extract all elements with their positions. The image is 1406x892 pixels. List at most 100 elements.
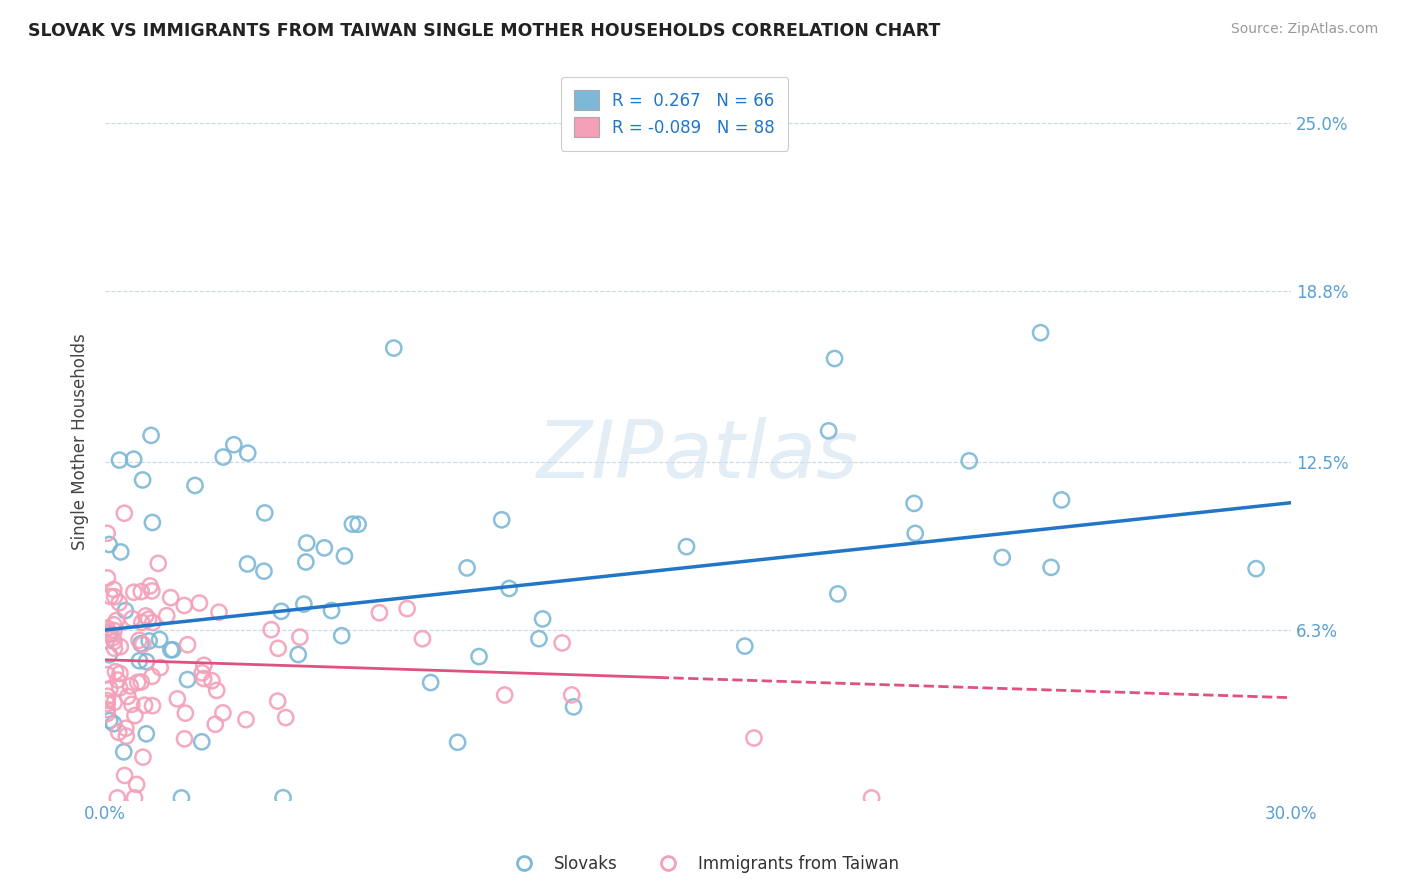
Point (141, 516, 163, 530)
Point (103, 617, 125, 632)
Point (139, 579, 162, 593)
Point (132, 637, 155, 651)
Point (170, 791, 193, 805)
Point (148, 557, 170, 571)
Point (827, 587, 849, 601)
Point (456, 561, 478, 575)
Text: ZIPatlas: ZIPatlas (537, 417, 859, 495)
Point (236, 446, 259, 460)
Point (446, 735, 468, 749)
Point (212, 450, 235, 464)
Point (131, 473, 153, 487)
Point (193, 672, 215, 686)
Point (142, 615, 165, 630)
Point (166, 691, 188, 706)
Point (138, 634, 160, 648)
Point (957, 454, 980, 468)
Point (114, 768, 136, 782)
Point (128, 633, 150, 648)
Point (141, 669, 163, 683)
Point (135, 655, 157, 669)
Point (173, 599, 195, 613)
Point (742, 731, 765, 745)
Point (124, 708, 146, 723)
Point (498, 582, 520, 596)
Point (531, 612, 554, 626)
Point (135, 727, 157, 741)
Point (98, 714, 121, 728)
Point (122, 585, 145, 599)
Legend: Slovaks, Immigrants from Taiwan: Slovaks, Immigrants from Taiwan (501, 848, 905, 880)
Point (96, 702, 118, 716)
Point (105, 614, 128, 628)
Point (97, 690, 120, 704)
Point (117, 690, 139, 704)
Point (204, 717, 226, 731)
Point (96, 706, 118, 721)
Point (141, 584, 163, 599)
Point (494, 688, 516, 702)
Point (134, 698, 156, 713)
Point (193, 658, 215, 673)
Point (330, 629, 353, 643)
Point (115, 729, 138, 743)
Point (675, 540, 697, 554)
Point (253, 564, 276, 578)
Point (96, 571, 118, 585)
Text: Source: ZipAtlas.com: Source: ZipAtlas.com (1230, 22, 1378, 37)
Point (188, 596, 211, 610)
Point (139, 428, 162, 442)
Point (107, 673, 129, 687)
Point (295, 536, 318, 550)
Point (411, 632, 433, 646)
Point (135, 609, 157, 624)
Point (860, 791, 883, 805)
Point (110, 640, 132, 654)
Point (236, 557, 259, 571)
Point (115, 721, 138, 735)
Point (176, 638, 198, 652)
Point (817, 424, 839, 438)
Point (208, 605, 231, 619)
Point (120, 679, 142, 693)
Point (1029, 326, 1052, 340)
Point (562, 699, 585, 714)
Point (125, 777, 148, 791)
Point (96, 693, 118, 707)
Point (103, 634, 125, 648)
Point (222, 438, 245, 452)
Point (98, 681, 121, 696)
Point (270, 604, 292, 618)
Point (266, 694, 288, 708)
Point (104, 665, 127, 679)
Point (96, 526, 118, 541)
Point (184, 478, 207, 492)
Point (419, 675, 441, 690)
Point (141, 698, 163, 713)
Point (110, 545, 132, 559)
Point (162, 642, 184, 657)
Point (491, 513, 513, 527)
Point (103, 696, 125, 710)
Point (1050, 492, 1073, 507)
Point (333, 549, 356, 563)
Point (108, 453, 131, 467)
Point (174, 706, 197, 721)
Point (127, 675, 149, 690)
Point (122, 452, 145, 467)
Point (1244, 561, 1267, 575)
Point (468, 649, 491, 664)
Point (191, 735, 214, 749)
Point (100, 590, 122, 604)
Point (271, 790, 294, 805)
Point (267, 641, 290, 656)
Legend: R =  0.267   N = 66, R = -0.089   N = 88: R = 0.267 N = 66, R = -0.089 N = 88 (561, 77, 789, 151)
Point (129, 637, 152, 651)
Point (527, 632, 550, 646)
Point (97, 625, 120, 640)
Point (734, 639, 756, 653)
Point (98, 648, 121, 662)
Point (107, 725, 129, 739)
Point (128, 654, 150, 668)
Point (159, 643, 181, 657)
